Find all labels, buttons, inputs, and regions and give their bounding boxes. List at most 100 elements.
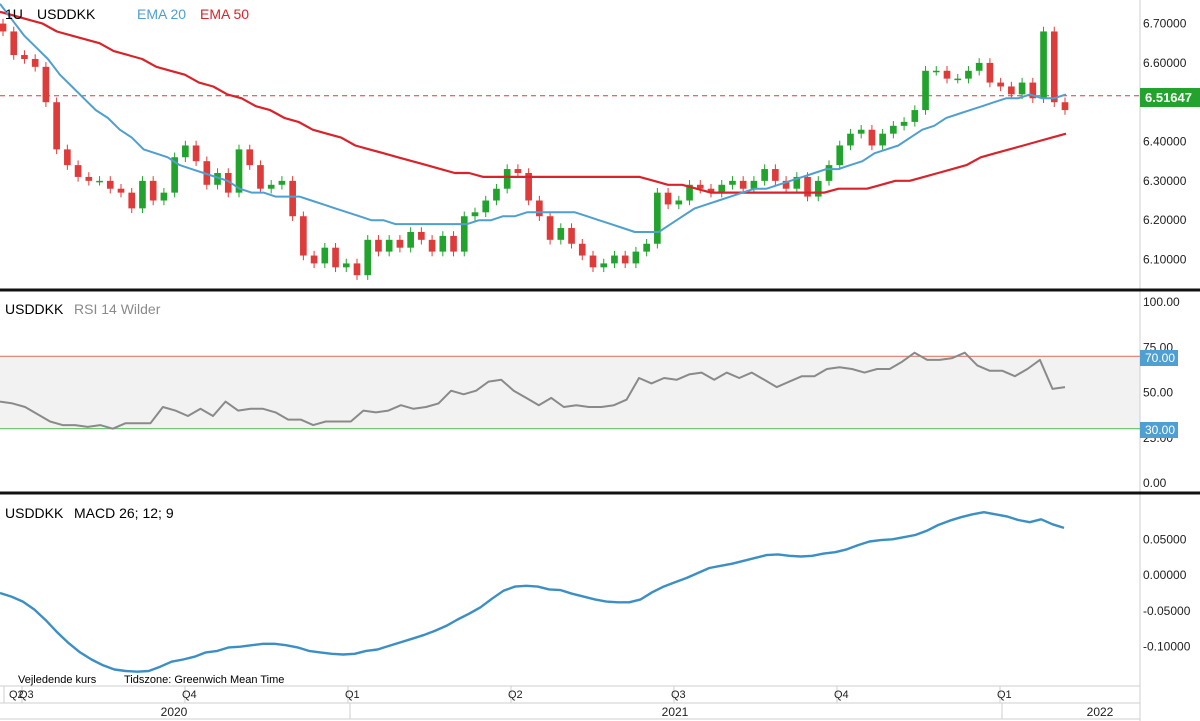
candle-up — [600, 263, 608, 268]
candle-down — [42, 66, 50, 103]
candle-up — [911, 110, 919, 122]
candle-down — [106, 180, 114, 189]
candle-down — [396, 239, 404, 248]
last-price-tag — [1140, 88, 1200, 107]
candle-down — [353, 263, 361, 276]
chart-interval[interactable]: 1U — [5, 6, 23, 22]
rsi-ytick: 0.00 — [1143, 476, 1167, 490]
xaxis-year-label: 2020 — [161, 705, 188, 719]
candle-down — [375, 239, 382, 252]
candle-up — [965, 70, 972, 79]
macd-ytick: -0.10000 — [1143, 640, 1191, 654]
candle-down — [997, 82, 1004, 87]
legend-ema20[interactable]: EMA 20 — [137, 6, 186, 22]
candle-up — [879, 133, 886, 146]
candle-up — [761, 169, 768, 181]
candle-up — [160, 192, 168, 201]
candle-down — [568, 228, 575, 244]
candle-down — [664, 192, 672, 205]
xaxis-quarter-label: Q1 — [997, 689, 1012, 701]
macd-title[interactable]: MACD 26; 12; 9 — [74, 505, 174, 521]
ema20-line — [0, 3, 1067, 233]
rsi-upper-tag — [1140, 350, 1178, 366]
candle-up — [439, 235, 447, 252]
candle-down — [74, 165, 82, 177]
candle-down — [514, 169, 522, 173]
candle-down — [64, 149, 71, 166]
candle-up — [825, 165, 833, 181]
candle-up — [407, 231, 414, 248]
candle-down — [621, 255, 629, 264]
xaxis-quarter-label: Q3 — [19, 689, 34, 701]
candle-up — [267, 184, 275, 189]
last-price-label: 6.51647 — [1145, 90, 1192, 105]
candle-up — [385, 239, 393, 252]
candle-down — [1008, 86, 1015, 95]
candle-down — [128, 192, 136, 209]
candle-down — [310, 255, 318, 264]
candle-down — [546, 216, 554, 240]
candle-down — [300, 216, 307, 256]
candle-up — [632, 251, 640, 264]
candle-up — [922, 70, 929, 111]
candle-up — [235, 149, 243, 193]
price-ytick: 6.40000 — [1143, 135, 1187, 149]
candle-down — [1029, 82, 1037, 99]
candle-up — [932, 70, 940, 73]
rsi-lower-label: 30.00 — [1145, 423, 1175, 437]
candle-up — [890, 125, 897, 134]
xaxis-quarter-label: Q1 — [345, 689, 360, 701]
chart-symbol[interactable]: USDDKK — [37, 6, 96, 22]
candle-up — [171, 157, 178, 193]
macd-ytick: 0.05000 — [1143, 532, 1187, 546]
candle-down — [31, 58, 39, 67]
candle-down — [428, 239, 436, 252]
candle-down — [986, 62, 994, 83]
candle-down — [1050, 31, 1058, 103]
rsi-line — [0, 351, 1066, 430]
candle-down — [536, 200, 543, 217]
candle-up — [729, 180, 736, 185]
price-ytick: 6.30000 — [1143, 174, 1187, 188]
xaxis-year-label: 2022 — [1087, 705, 1114, 719]
candle-up — [493, 188, 500, 201]
candle-up — [182, 145, 189, 158]
price-ytick: 6.60000 — [1143, 56, 1187, 70]
price-ytick: 6.20000 — [1143, 213, 1187, 227]
candle-up — [557, 228, 565, 240]
rsi-band — [0, 356, 1140, 429]
candle-down — [10, 31, 18, 56]
candle-down — [203, 161, 211, 185]
candle-down — [224, 172, 232, 193]
candle-down — [192, 145, 200, 162]
candle-down — [117, 188, 125, 193]
candle-up — [718, 184, 726, 193]
candle-down — [21, 55, 28, 59]
candle-up — [900, 121, 908, 126]
candle-up — [278, 180, 286, 185]
candle-down — [578, 243, 586, 256]
candle-down — [450, 235, 457, 252]
candle-down — [85, 176, 93, 181]
ema50-line — [0, 10, 1067, 194]
candle-up — [954, 78, 962, 81]
candle-up — [321, 247, 329, 264]
xaxis-quarter-label: Q2 — [508, 689, 523, 701]
candle-down — [289, 180, 296, 217]
xaxis-quarter-label: Q4 — [834, 689, 849, 701]
candle-down — [525, 172, 532, 201]
candle-down — [53, 102, 60, 150]
xaxis-quarter-label: Q3 — [671, 689, 686, 701]
macd-ytick: -0.05000 — [1143, 604, 1191, 618]
macd-ytick: 0.00000 — [1143, 568, 1187, 582]
candle-up — [836, 145, 844, 166]
rsi-title[interactable]: RSI 14 Wilder — [74, 301, 161, 317]
candle-up — [1018, 82, 1026, 95]
macd-symbol: USDDKK — [5, 505, 64, 521]
candle-up — [686, 184, 693, 201]
rsi-symbol: USDDKK — [5, 301, 64, 317]
candle-up — [364, 239, 372, 276]
legend-ema50[interactable]: EMA 50 — [200, 6, 249, 22]
rsi-lower-tag — [1140, 422, 1178, 438]
